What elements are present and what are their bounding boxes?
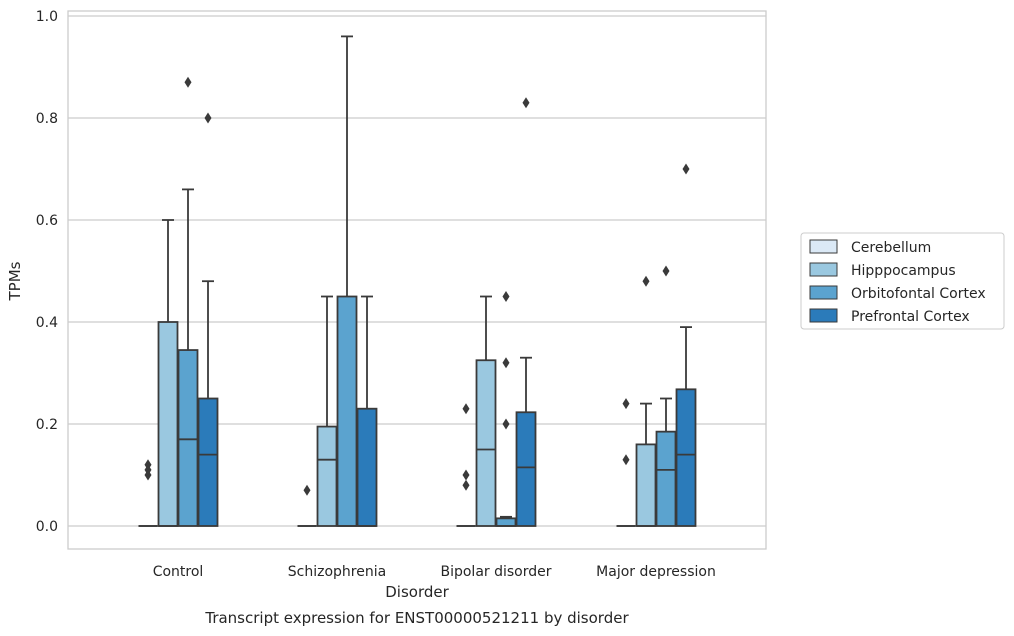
box-cerebellum bbox=[138, 459, 158, 527]
box-body bbox=[316, 425, 338, 527]
outlier-point bbox=[204, 112, 212, 124]
chart-caption: Transcript expression for ENST0000052121… bbox=[204, 609, 629, 627]
box-body bbox=[157, 321, 179, 527]
box-body bbox=[336, 295, 358, 527]
x-tick-label: Major depression bbox=[596, 564, 716, 580]
outlier-point bbox=[462, 479, 470, 491]
box-body bbox=[177, 349, 199, 527]
x-axis-label: Disorder bbox=[385, 583, 449, 601]
box-body bbox=[635, 443, 657, 527]
x-tick-label: Bipolar disorder bbox=[440, 564, 551, 580]
y-tick-label: 0.8 bbox=[36, 111, 58, 127]
outlier-point bbox=[144, 459, 152, 471]
legend-frame bbox=[800, 232, 1005, 330]
y-tick-label: 0.6 bbox=[36, 213, 58, 229]
legend-swatch bbox=[809, 308, 838, 323]
box-layer bbox=[138, 35, 697, 527]
outlier-point bbox=[303, 484, 311, 496]
box-hipppocampus bbox=[157, 219, 179, 527]
box-orbitofontal-cortex bbox=[177, 76, 199, 527]
legend-label: Orbitofontal Cortex bbox=[851, 286, 986, 302]
x-tick-label: Schizophrenia bbox=[288, 564, 386, 580]
box-body bbox=[495, 517, 517, 527]
box-hipppocampus bbox=[475, 295, 497, 527]
outlier-point bbox=[642, 275, 650, 287]
legend-label: Cerebellum bbox=[851, 240, 931, 256]
box-prefrontal-cortex bbox=[675, 163, 697, 527]
x-tick-labels: Control Schizophrenia Bipolar disorder Majo… bbox=[153, 564, 716, 580]
outlier-point bbox=[522, 97, 530, 109]
y-tick-labels: 0.0 0.2 0.4 0.6 0.8 1.0 bbox=[36, 9, 58, 535]
box-body bbox=[197, 397, 219, 527]
box-orbitofontal-cortex bbox=[655, 265, 677, 527]
box-cerebellum bbox=[297, 484, 317, 527]
outlier-point bbox=[462, 403, 470, 415]
legend-swatch bbox=[809, 262, 838, 277]
legend-swatch bbox=[809, 239, 838, 254]
outlier-point bbox=[502, 418, 510, 430]
box-body bbox=[675, 388, 697, 527]
box-orbitofontal-cortex bbox=[495, 291, 517, 527]
y-tick-label: 1.0 bbox=[36, 9, 58, 25]
box-cerebellum bbox=[616, 398, 636, 527]
box-body bbox=[356, 407, 378, 527]
y-tick-label: 0.0 bbox=[36, 519, 58, 535]
outlier-point bbox=[184, 76, 192, 88]
outlier-point bbox=[622, 398, 630, 410]
plot-frame bbox=[67, 10, 767, 550]
box-prefrontal-cortex bbox=[356, 295, 378, 527]
box-prefrontal-cortex bbox=[197, 112, 219, 527]
y-tick-label: 0.4 bbox=[36, 315, 58, 331]
box-prefrontal-cortex bbox=[515, 97, 537, 527]
legend-label: Hipppocampus bbox=[851, 263, 956, 279]
box-body bbox=[515, 411, 537, 527]
x-tick-label: Control bbox=[153, 564, 204, 580]
box-body bbox=[475, 359, 497, 527]
outlier-point bbox=[662, 265, 670, 277]
outlier-point bbox=[502, 291, 510, 302]
legend-label: Prefrontal Cortex bbox=[851, 309, 970, 325]
box-hipppocampus bbox=[635, 275, 657, 527]
outlier-point bbox=[622, 454, 630, 466]
outlier-point bbox=[502, 357, 510, 369]
box-hipppocampus bbox=[316, 295, 338, 527]
y-axis-label: TPMs bbox=[6, 261, 24, 301]
box-body bbox=[655, 430, 677, 527]
y-tick-label: 0.2 bbox=[36, 417, 58, 433]
legend: Cerebellum Hipppocampus Orbitofontal Corte… bbox=[800, 232, 1005, 330]
box-orbitofontal-cortex bbox=[336, 35, 358, 527]
outlier-point bbox=[682, 163, 690, 175]
box-cerebellum bbox=[456, 403, 476, 527]
legend-swatch bbox=[809, 285, 838, 300]
outlier-point bbox=[462, 469, 470, 481]
